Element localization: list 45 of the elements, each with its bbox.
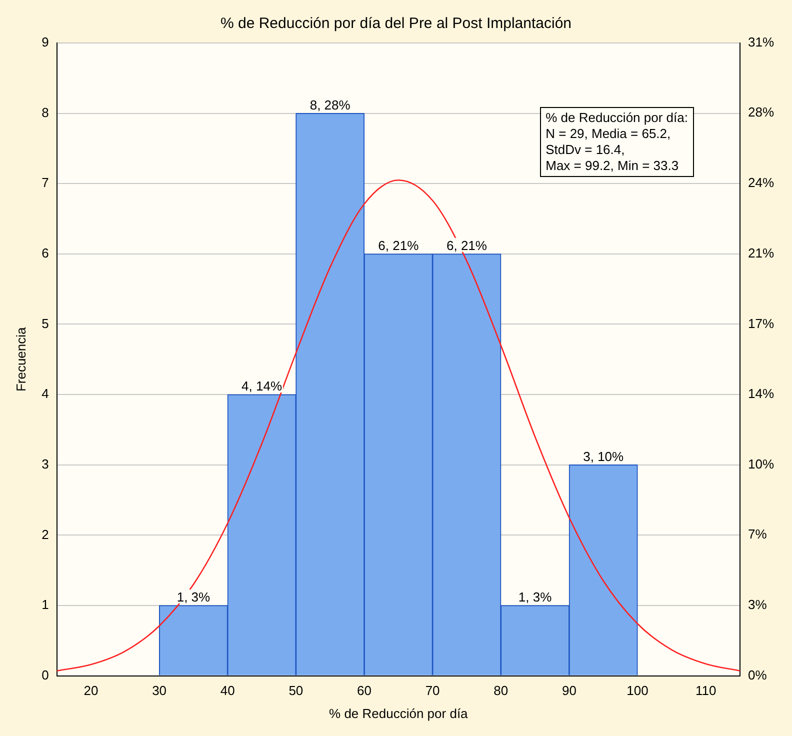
y-tick-label: 5 bbox=[42, 316, 49, 331]
y-tick-label: 1 bbox=[42, 597, 49, 612]
y2-tick-label: 24% bbox=[748, 175, 774, 190]
y-tick-label: 4 bbox=[42, 386, 49, 402]
y2-tick-label: 3% bbox=[748, 597, 768, 612]
data-label: 6, 21% bbox=[378, 238, 420, 254]
x-tick-label: 100 bbox=[626, 683, 648, 698]
data-label: 4, 14% bbox=[242, 378, 282, 394]
x-tick-label: 40 bbox=[220, 683, 235, 698]
y-tick-label: 0 bbox=[42, 667, 49, 682]
y2-tick-label: 7% bbox=[748, 526, 768, 542]
x-axis-title: % de Reducción por día bbox=[329, 706, 469, 721]
y-axis-title: Frecuencia bbox=[13, 326, 28, 392]
x-tick-label: 20 bbox=[84, 683, 98, 698]
x-tick-label: 110 bbox=[695, 683, 716, 698]
y2-tick-label: 0% bbox=[748, 667, 768, 682]
y-tick-label: 7 bbox=[42, 175, 49, 190]
data-label: 8, 28% bbox=[310, 97, 351, 112]
y-tick-label: 3 bbox=[42, 456, 49, 472]
annotation: % de Reducción por día: bbox=[546, 110, 688, 126]
line-series bbox=[56, 179, 740, 672]
y2-tick-label: 21% bbox=[748, 245, 774, 260]
data-label: 6, 21% bbox=[446, 238, 488, 254]
y-tick-label: 8 bbox=[42, 104, 49, 120]
x-tick-label: 90 bbox=[562, 683, 576, 698]
data-label: 3, 10% bbox=[583, 448, 624, 464]
y-tick-label: 2 bbox=[42, 526, 49, 542]
y2-tick-label: 10% bbox=[748, 456, 774, 472]
x-tick-label: 80 bbox=[494, 683, 508, 698]
y2-tick-label: 14% bbox=[748, 386, 774, 402]
x-tick-label: 60 bbox=[357, 683, 372, 698]
y2-tick-label: 17% bbox=[748, 316, 774, 331]
annotation: Max = 99.2, Min = 33.3 bbox=[546, 158, 680, 174]
x-tick-label: 30 bbox=[152, 683, 167, 698]
annotation: StdDv = 16.4, bbox=[546, 142, 626, 158]
chart-title: % de Reducción por día del Pre al Post Implantación bbox=[220, 15, 572, 32]
y2-tick-label: 31% bbox=[748, 34, 774, 50]
y-tick-label: 9 bbox=[42, 34, 49, 50]
y2-tick-label: 28% bbox=[748, 104, 774, 120]
data-label: 1, 3% bbox=[518, 590, 552, 605]
data-label: 1, 3% bbox=[176, 590, 211, 605]
y-tick-label: 6 bbox=[42, 246, 49, 261]
x-tick-label: 50 bbox=[288, 683, 304, 698]
annotation: N = 29, Media = 65.2, bbox=[546, 126, 672, 142]
x-tick-label: 70 bbox=[425, 683, 440, 698]
